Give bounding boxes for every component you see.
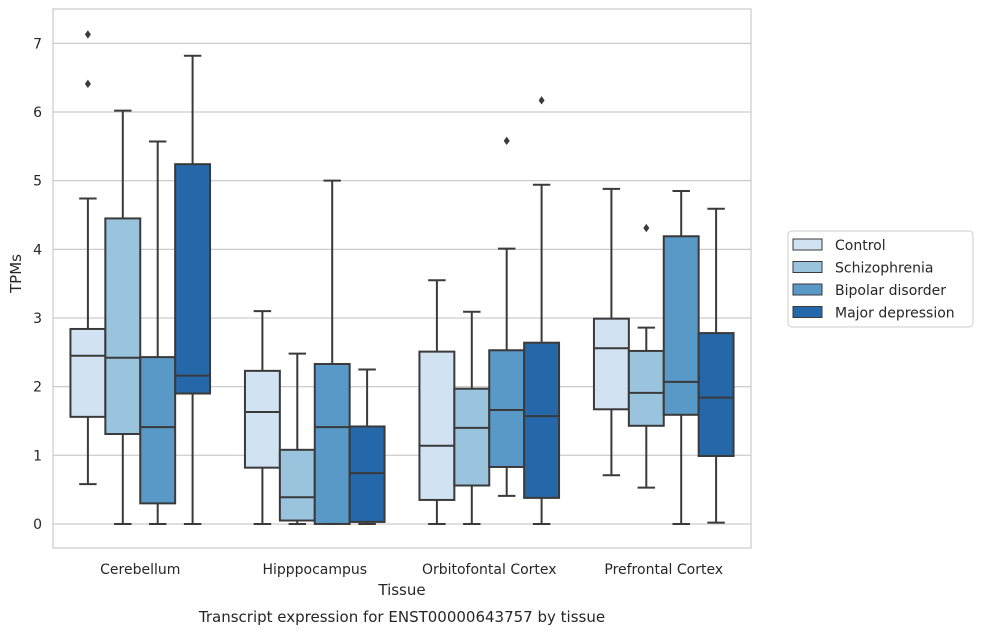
- outlier-marker: [84, 79, 91, 89]
- y-tick-label: 5: [33, 174, 42, 190]
- x-tick-label: Prefrontal Cortex: [604, 562, 723, 578]
- y-tick-label: 6: [33, 105, 42, 121]
- boxes-layer: [69, 30, 735, 525]
- outlier-marker: [503, 136, 510, 146]
- legend-label: Control: [835, 238, 886, 254]
- legend-label: Major depression: [835, 306, 955, 322]
- legend-swatch: [792, 261, 823, 273]
- plot-frame: [52, 8, 752, 549]
- y-tick-label: 1: [33, 448, 42, 464]
- box: [139, 356, 177, 505]
- outlier-marker: [538, 96, 545, 105]
- box: [453, 387, 491, 487]
- box: [662, 235, 700, 416]
- y-tick-label: 3: [33, 311, 42, 327]
- box: [348, 425, 386, 523]
- x-tick-label: Orbitofontal Cortex: [422, 562, 557, 578]
- box: [104, 217, 142, 436]
- y-tick-label: 2: [33, 380, 42, 396]
- x-axis-title: Tissue: [377, 581, 425, 599]
- x-tick-label: Cerebellum: [100, 562, 180, 578]
- box: [418, 350, 456, 501]
- box: [243, 369, 281, 469]
- legend-label: Schizophrenia: [835, 261, 933, 277]
- legend-swatch: [792, 283, 823, 296]
- box: [69, 327, 107, 418]
- legend: Control Schizophrenia Bipolar disorder Majo…: [787, 230, 974, 328]
- box: [523, 341, 561, 499]
- y-tick-label: 7: [33, 36, 42, 52]
- y-tick-labels: 0 1 2 3 4 5 6 7: [33, 36, 42, 533]
- chart-caption: Transcript expression for ENST0000064375…: [198, 608, 605, 626]
- outlier-marker: [643, 223, 650, 233]
- y-axis-title: TPMs: [7, 254, 25, 294]
- legend-swatch: [792, 306, 823, 318]
- box: [488, 349, 526, 468]
- box: [278, 448, 316, 522]
- box: [697, 332, 735, 457]
- legend-frame: [787, 230, 974, 328]
- outlier-marker: [84, 30, 91, 39]
- y-tick-label: 4: [33, 242, 42, 258]
- box: [174, 163, 212, 395]
- x-tick-label: Hipppocampus: [262, 562, 367, 578]
- box: [313, 362, 351, 525]
- x-tick-labels: Cerebellum Hipppocampus Orbitofontal Corte…: [100, 562, 723, 578]
- box: [592, 317, 630, 411]
- box: [627, 349, 665, 427]
- legend-label: Bipolar disorder: [835, 283, 946, 299]
- legend-swatch: [792, 238, 823, 251]
- y-tick-label: 0: [33, 517, 42, 533]
